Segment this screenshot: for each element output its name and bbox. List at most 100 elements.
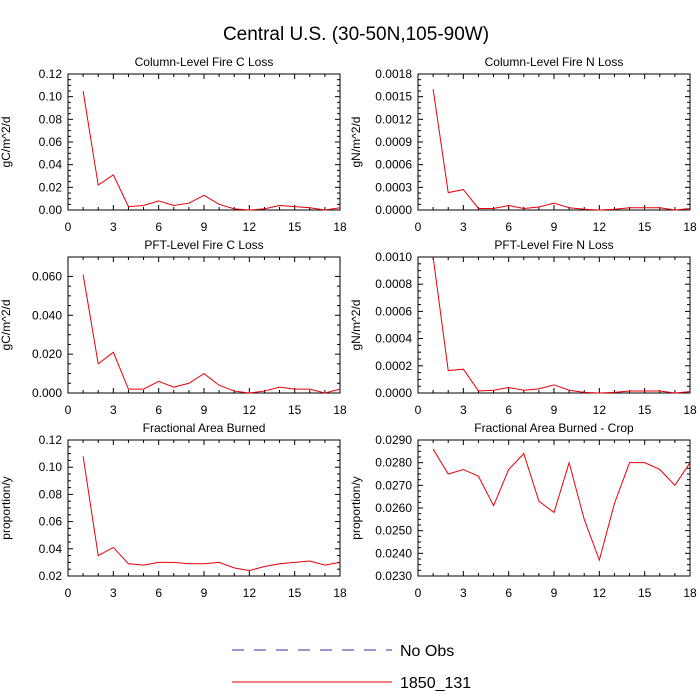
plot-frame <box>67 256 341 394</box>
y-tick-label: 0.0230 <box>375 569 412 583</box>
x-tick-label: 0 <box>65 403 72 417</box>
y-tick-label: 0.0006 <box>375 304 412 318</box>
plot-frame <box>417 439 691 577</box>
y-tick-label: 0.0002 <box>375 359 412 373</box>
x-tick-label: 3 <box>110 586 117 600</box>
series-line-1850-131 <box>82 90 341 211</box>
x-tick-label: 18 <box>683 403 697 417</box>
panel-title: Column-Level Fire N Loss <box>485 55 624 69</box>
y-tick-label: 0.0270 <box>375 478 412 492</box>
y-tick-label: 0.000 <box>32 386 62 400</box>
y-axis-label: gN/m^2/d <box>349 300 363 351</box>
y-tick-label: 0.10 <box>39 90 63 104</box>
x-tick-label: 3 <box>460 586 467 600</box>
series-line-1850-131 <box>82 274 341 394</box>
y-tick-label: 0.04 <box>39 158 63 172</box>
series-line-1850-131 <box>432 448 691 562</box>
y-tick-label: 0.12 <box>39 67 63 81</box>
y-tick-label: 0.06 <box>39 515 63 529</box>
x-tick-label: 12 <box>593 403 607 417</box>
x-tick-label: 18 <box>333 220 347 234</box>
x-tick-label: 15 <box>288 586 302 600</box>
y-tick-label: 0.0010 <box>375 250 412 264</box>
x-tick-label: 3 <box>110 403 117 417</box>
y-tick-label: 0.0006 <box>375 158 412 172</box>
y-tick-label: 0.0009 <box>375 135 412 149</box>
x-tick-label: 15 <box>288 220 302 234</box>
plot-frame <box>67 73 341 211</box>
y-tick-label: 0.08 <box>39 487 63 501</box>
x-tick-label: 6 <box>155 220 162 234</box>
y-tick-label: 0.0003 <box>375 180 412 194</box>
panel-title: Fractional Area Burned - Crop <box>474 421 634 435</box>
x-tick-label: 18 <box>333 586 347 600</box>
x-tick-label: 18 <box>683 586 697 600</box>
x-tick-label: 6 <box>505 586 512 600</box>
y-axis-label: proportion/y <box>0 476 13 539</box>
x-tick-label: 9 <box>201 220 208 234</box>
x-tick-label: 18 <box>683 220 697 234</box>
chart-panel-2: 0 3 6 9 12 15 18 0.0000 0.0003 0.0006 0.0009 0.0012… <box>349 55 697 234</box>
x-tick-label: 3 <box>460 220 467 234</box>
x-tick-label: 9 <box>551 403 558 417</box>
y-tick-label: 0.0000 <box>375 386 412 400</box>
y-tick-label: 0.08 <box>39 112 63 126</box>
x-tick-label: 15 <box>638 586 652 600</box>
chart-panel-3: 0 3 6 9 12 15 18 0.000 0.020 0.040 0.060 PFT-Level … <box>0 238 347 417</box>
y-tick-label: 0.0260 <box>375 501 412 515</box>
x-tick-label: 12 <box>593 220 607 234</box>
x-tick-label: 15 <box>288 403 302 417</box>
chart-panel-4: 0 3 6 9 12 15 18 0.0000 0.0002 0.0004 0.0006 0.0008… <box>349 238 697 417</box>
x-tick-label: 0 <box>65 220 72 234</box>
y-tick-label: 0.0290 <box>375 433 412 447</box>
y-axis-label: gC/m^2/d <box>0 117 13 168</box>
x-tick-label: 9 <box>551 586 558 600</box>
x-tick-label: 0 <box>65 586 72 600</box>
x-tick-label: 6 <box>505 403 512 417</box>
x-tick-label: 9 <box>551 220 558 234</box>
chart-panel-1: 0 3 6 9 12 15 18 0.00 0.02 0.04 0.06 0.08 0.10 0.12 Co… <box>0 55 347 234</box>
x-tick-label: 12 <box>243 220 257 234</box>
y-tick-label: 0.00 <box>39 203 63 217</box>
x-tick-label: 3 <box>110 220 117 234</box>
plot-frame <box>67 439 341 577</box>
x-tick-label: 12 <box>243 586 257 600</box>
x-tick-label: 0 <box>415 220 422 234</box>
y-tick-label: 0.040 <box>32 308 62 322</box>
x-tick-label: 18 <box>333 403 347 417</box>
y-tick-label: 0.0008 <box>375 277 412 291</box>
x-tick-label: 6 <box>155 403 162 417</box>
y-tick-label: 0.0015 <box>375 90 412 104</box>
x-tick-label: 12 <box>243 403 257 417</box>
chart-panels: 0 3 6 9 12 15 18 0.00 0.02 0.04 0.06 0.08 0.10 0.12 Co… <box>0 55 697 600</box>
x-tick-label: 12 <box>593 586 607 600</box>
y-tick-label: 0.0000 <box>375 203 412 217</box>
y-tick-label: 0.12 <box>39 433 63 447</box>
y-tick-label: 0.020 <box>32 347 62 361</box>
y-tick-label: 0.0240 <box>375 546 412 560</box>
y-tick-label: 0.04 <box>39 542 63 556</box>
y-tick-label: 0.0280 <box>375 456 412 470</box>
x-tick-label: 6 <box>155 586 162 600</box>
x-tick-label: 9 <box>201 403 208 417</box>
legend: No Obs 1850_131 <box>232 643 471 692</box>
y-tick-label: 0.0012 <box>375 112 412 126</box>
y-tick-label: 0.06 <box>39 135 63 149</box>
y-axis-label: proportion/y <box>349 476 363 539</box>
legend-label-no-obs: No Obs <box>400 643 454 660</box>
y-axis-label: gC/m^2/d <box>0 300 13 351</box>
y-tick-label: 0.0018 <box>375 67 412 81</box>
y-tick-label: 0.0004 <box>375 332 412 346</box>
x-tick-label: 0 <box>415 586 422 600</box>
x-tick-label: 6 <box>505 220 512 234</box>
y-tick-label: 0.060 <box>32 269 62 283</box>
x-tick-label: 0 <box>415 403 422 417</box>
plot-frame <box>417 256 691 394</box>
figure-title: Central U.S. (30-50N,105-90W) <box>223 24 489 45</box>
panel-title: PFT-Level Fire C Loss <box>144 238 263 252</box>
x-tick-label: 15 <box>638 403 652 417</box>
y-tick-label: 0.02 <box>39 569 63 583</box>
series-line-1850-131 <box>432 89 691 211</box>
series-line-1850-131 <box>432 256 691 394</box>
